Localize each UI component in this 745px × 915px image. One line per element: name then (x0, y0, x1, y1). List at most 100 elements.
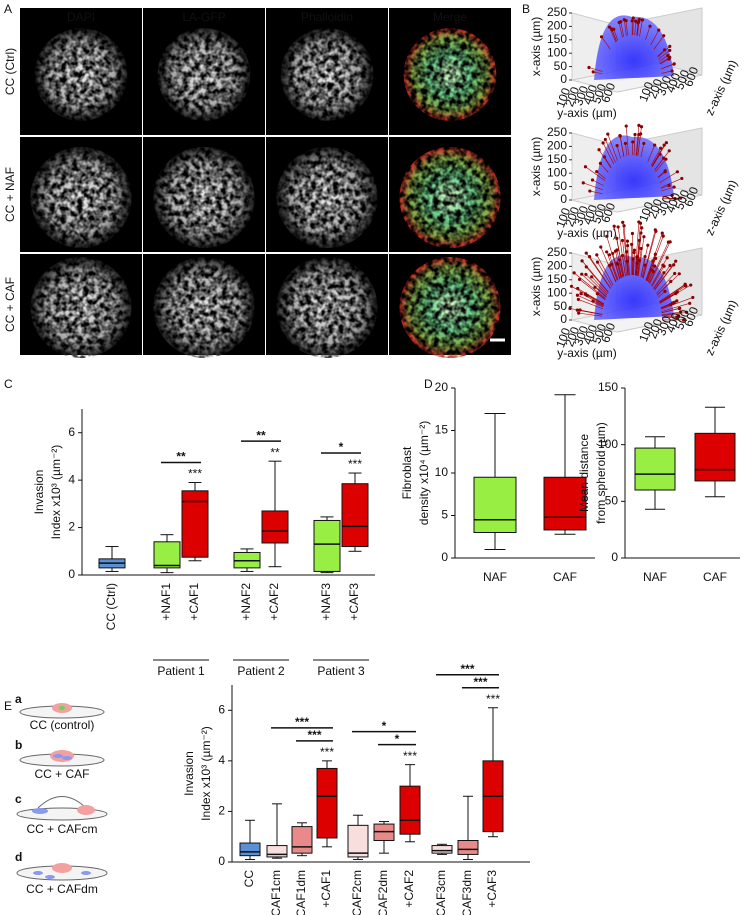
invasion-track (622, 240, 628, 276)
invasion-point (665, 256, 669, 260)
y-tick-label: 300 (571, 324, 591, 348)
invasion-point (635, 261, 639, 265)
spheroid-surface (594, 15, 674, 80)
invasion-track (569, 308, 603, 315)
invasion-track (589, 256, 611, 289)
invasion-point (620, 238, 625, 243)
x-tick-label: +CAF1dm (294, 870, 308, 915)
box (239, 842, 261, 857)
invasion-point (664, 141, 668, 145)
x-tick-label: CC (Ctrl) (104, 583, 118, 630)
significance-label: * (382, 719, 387, 733)
invasion-track (609, 26, 617, 43)
invasion-point (623, 141, 628, 145)
invasion-track (645, 232, 663, 281)
spheroid-signal (403, 28, 497, 121)
invasion-point (616, 262, 620, 266)
invasion-point (642, 235, 646, 239)
invasion-track (642, 229, 656, 279)
invasion-point (621, 220, 625, 225)
y-tick-label: 100 (553, 326, 573, 350)
y-tick-label: 500 (589, 202, 609, 226)
invasion-track (650, 148, 661, 166)
z-tick-label: 500 (672, 308, 692, 332)
spheroid-signal (157, 28, 251, 121)
significance-label: *** (460, 662, 474, 676)
z-tick-label: 500 (672, 68, 692, 92)
invasion-point (653, 264, 657, 268)
y-tick-label: 150 (598, 380, 618, 394)
invasion-track (617, 226, 626, 277)
y-tick-label: 600 (598, 321, 618, 345)
schematic-letter: b (15, 738, 22, 752)
transfer-arrow (37, 796, 87, 809)
invasion-point (633, 132, 637, 137)
significance-vs-control: ** (270, 445, 280, 459)
x-tick-label: 0 (560, 192, 567, 206)
axis-title: y-axis (µm) (557, 346, 617, 360)
invasion-track (659, 58, 670, 65)
y-axis-title: density x10⁴ (µm⁻²) (417, 421, 431, 525)
invasion-track (600, 246, 617, 283)
invasion-track (651, 266, 665, 287)
box (153, 541, 181, 569)
y-tick-label: 100 (598, 437, 618, 451)
invasion-track (659, 171, 678, 184)
group-label: Patient 3 (317, 664, 365, 678)
invasion-track (640, 143, 645, 158)
x-tick-label: CAF (553, 570, 577, 584)
invasion-point (670, 193, 674, 197)
invasion-track (619, 259, 624, 278)
y-tick-label: 0 (611, 550, 618, 564)
invasion-track (619, 135, 625, 157)
invasion-track (626, 251, 629, 276)
invasion-point (584, 251, 588, 255)
x-tick-label: +CAF2 (402, 870, 416, 908)
y-axis-title: Mean distance (577, 434, 591, 512)
y-tick-label: 4 (218, 753, 225, 767)
invasion-track (606, 251, 618, 281)
invasion-track (661, 316, 677, 319)
invasion-point (588, 189, 592, 193)
y-tick-label: 600 (598, 201, 618, 225)
invasion-point (669, 279, 673, 284)
invasion-point (668, 44, 672, 49)
group-label: Patient 2 (237, 664, 285, 678)
schematic-caption: CC + CAFdm (26, 882, 98, 896)
invasion-track (661, 197, 681, 200)
invasion-point (634, 19, 638, 23)
y-axis-title: Invasion (32, 470, 46, 515)
significance-vs-control: *** (486, 692, 500, 706)
invasion-track (638, 236, 645, 277)
invasion-point (569, 284, 574, 288)
invasion-track (653, 272, 665, 289)
invasion-point (668, 263, 672, 268)
invasion-point (584, 272, 588, 277)
invasion-track (585, 274, 608, 296)
invasion-point (678, 196, 683, 200)
y-tick-label: 0 (218, 854, 225, 868)
invasion-point (599, 35, 604, 39)
invasion-point (590, 178, 595, 182)
invasion-point (662, 34, 666, 38)
schematic-caption: CC + CAF (34, 767, 89, 781)
invasion-point (593, 285, 597, 289)
x-tick-label: 150 (547, 32, 567, 46)
invasion-track (657, 49, 665, 57)
box (473, 476, 517, 533)
x-tick-label: +CAF1cm (269, 870, 283, 915)
invasion-point (689, 283, 693, 287)
invasion-track (660, 300, 677, 308)
y-axis-title: Index x10³ (µm⁻²) (199, 726, 213, 821)
invasion-track (653, 265, 671, 290)
invasion-point (616, 225, 620, 229)
invasion-point (630, 242, 634, 246)
invasion-track (657, 46, 670, 58)
spheroid-signal (34, 28, 128, 121)
invasion-track (642, 231, 657, 279)
invasion-track (597, 261, 613, 287)
invasion-track (586, 266, 609, 293)
invasion-track (577, 294, 604, 308)
invasion-track (658, 50, 670, 60)
invasion-point (683, 283, 687, 287)
